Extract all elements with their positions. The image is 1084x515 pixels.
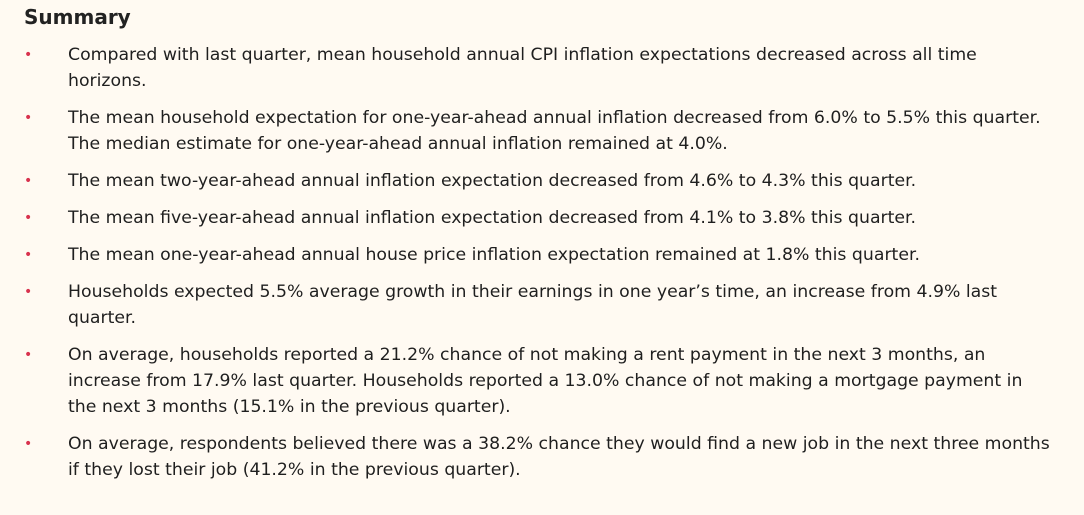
list-item-text: The mean one-year-ahead annual house pri…	[68, 245, 920, 265]
bullet-icon: •	[24, 284, 33, 300]
bullet-icon: •	[24, 110, 33, 126]
list-item: • The mean two-year-ahead annual inflati…	[24, 168, 1064, 194]
list-item: • On average, respondents believed there…	[24, 431, 1064, 483]
list-item-text: On average, respondents believed there w…	[68, 434, 1050, 480]
list-item-text: The mean two-year-ahead annual inflation…	[68, 171, 917, 191]
bullet-icon: •	[24, 247, 33, 263]
summary-heading: Summary	[24, 5, 131, 29]
summary-list: • Compared with last quarter, mean house…	[24, 42, 1064, 483]
list-item: • The mean one-year-ahead annual house p…	[24, 242, 1064, 268]
bullet-icon: •	[24, 173, 33, 189]
list-item: • The mean household expectation for one…	[24, 105, 1064, 157]
bullet-icon: •	[24, 436, 33, 452]
bullet-icon: •	[24, 347, 33, 363]
bullet-icon: •	[24, 210, 33, 226]
list-item: • On average, households reported a 21.2…	[24, 342, 1064, 420]
list-item-text: The mean five-year-ahead annual inflatio…	[68, 208, 917, 228]
list-item: • Households expected 5.5% average growt…	[24, 279, 1064, 331]
list-item-text: The mean household expectation for one-y…	[68, 108, 1041, 154]
bullet-icon: •	[24, 47, 33, 63]
list-item-text: Compared with last quarter, mean househo…	[68, 45, 977, 91]
list-item-text: Households expected 5.5% average growth …	[68, 282, 998, 328]
list-item-text: On average, households reported a 21.2% …	[68, 345, 1023, 417]
list-item: • Compared with last quarter, mean house…	[24, 42, 1064, 94]
list-item: • The mean five-year-ahead annual inflat…	[24, 205, 1064, 231]
